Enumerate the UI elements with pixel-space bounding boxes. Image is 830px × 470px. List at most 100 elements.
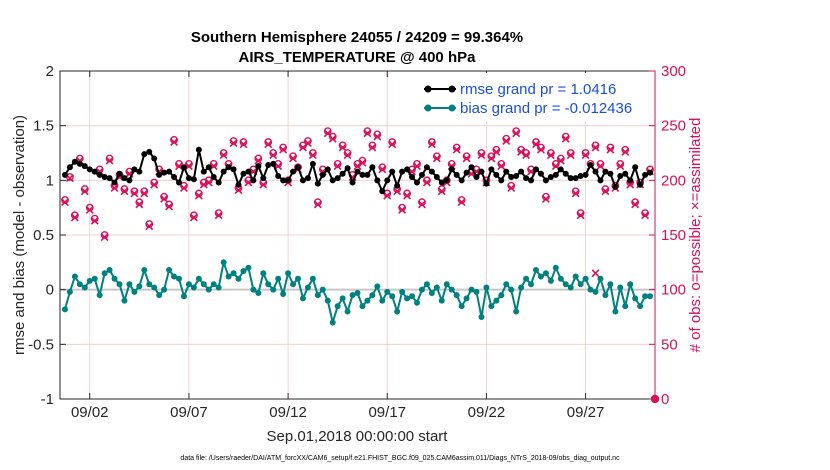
rmse-point <box>116 170 123 177</box>
bias-point <box>493 297 500 304</box>
rmse-point <box>637 181 644 188</box>
obs-assimilated-stroke <box>130 189 139 198</box>
bias-point <box>235 275 242 282</box>
obs-assimilated-marker <box>383 191 392 200</box>
obs-assimilated-stroke <box>566 151 575 160</box>
obs-assimilated-marker <box>576 211 585 220</box>
bias-point <box>146 281 153 288</box>
obs-assimilated-stroke <box>100 233 109 242</box>
bias-point <box>161 286 168 293</box>
obs-assimilated-marker <box>289 154 298 163</box>
rmse-point <box>235 181 242 188</box>
rmse-point <box>374 177 381 184</box>
rmse-point <box>295 164 301 171</box>
obs-assimilated-marker <box>497 162 506 171</box>
obs-assimilated-stroke <box>269 151 278 160</box>
obs-assimilated-marker <box>179 184 188 192</box>
bias-point <box>542 270 549 277</box>
obs-assimilated-marker <box>150 180 159 189</box>
obs-assimilated-marker <box>145 222 154 231</box>
rmse-point <box>146 148 153 155</box>
obs-assimilated-stroke <box>125 169 134 178</box>
obs-assimilated-stroke <box>457 198 466 207</box>
y-tick-left-label: -1 <box>41 391 54 408</box>
obs-assimilated-marker <box>541 194 550 203</box>
bias-point <box>483 284 490 291</box>
data-file-footer: data file: /Users/raeder/DAI/ATM_forcXX/… <box>180 455 620 462</box>
rmse-point <box>493 171 500 178</box>
obs-assimilated-stroke <box>214 211 223 220</box>
bias-point <box>285 270 292 277</box>
rmse-point <box>319 171 326 178</box>
bias-point <box>299 295 306 302</box>
obs-assimilated-marker <box>368 143 377 152</box>
bias-point <box>270 286 277 293</box>
bias-point <box>637 303 644 310</box>
bias-point <box>364 297 371 304</box>
rmse-point <box>547 174 554 181</box>
obs-assimilated-stroke <box>289 154 298 163</box>
rmse-point <box>61 171 68 178</box>
rmse-point <box>533 166 539 173</box>
obs-assimilated-stroke <box>170 138 179 147</box>
bias-point <box>468 286 475 293</box>
rmse-point <box>483 180 490 187</box>
rmse-point <box>101 174 108 181</box>
obs-assimilated-marker <box>259 180 268 189</box>
bias-point <box>433 284 440 291</box>
x-tick-label: 09/12 <box>269 404 307 421</box>
bias-point <box>453 292 460 299</box>
obs-assimilated-stroke <box>368 143 377 152</box>
obs-assimilated-marker <box>403 191 412 200</box>
bias-point <box>607 281 614 288</box>
bias-point <box>309 275 316 282</box>
bias-point <box>617 284 624 291</box>
obs-assimilated-stroke <box>427 140 436 149</box>
obs-assimilated-stroke <box>194 191 203 200</box>
rmse-point <box>245 168 252 175</box>
rmse-point <box>81 163 88 170</box>
bias-point <box>334 303 341 310</box>
bias-series <box>61 258 654 327</box>
obs-assimilated-stroke <box>110 184 119 192</box>
rmse-point <box>478 168 485 175</box>
obs-assimilated-stroke <box>422 178 431 187</box>
rmse-point <box>275 172 282 179</box>
rmse-point <box>255 163 262 170</box>
bias-point <box>166 266 173 273</box>
obs-assimilated-marker <box>189 213 198 222</box>
obs-assimilated-stroke <box>383 191 392 200</box>
obs-assimilated-stroke <box>363 129 372 138</box>
obs-assimilated-marker <box>239 140 248 149</box>
obs-assimilated-stroke <box>417 200 426 209</box>
bias-point <box>111 275 118 282</box>
rmse-point <box>290 168 297 175</box>
rmse-point <box>329 177 336 184</box>
obs-assimilated-marker <box>393 187 402 196</box>
obs-assimilated-stroke <box>313 200 322 209</box>
obs-assimilated-stroke <box>343 151 352 160</box>
bias-point <box>255 289 262 296</box>
rmse-point <box>151 155 158 162</box>
obs-assimilated-stroke <box>189 213 198 222</box>
obs-assimilated-marker <box>492 147 501 156</box>
bias-point <box>389 293 396 300</box>
bias-point <box>379 297 386 304</box>
obs-assimilated-stroke <box>378 165 387 174</box>
obs-assimilated-marker <box>457 198 466 207</box>
bias-point <box>418 286 425 293</box>
bias-point <box>503 281 510 288</box>
bias-point <box>562 281 569 288</box>
bias-point <box>245 264 252 271</box>
bias-point <box>190 284 197 291</box>
rmse-point <box>205 164 212 171</box>
obs-assimilated-stroke <box>452 145 461 154</box>
rmse-point <box>438 179 445 186</box>
obs-assimilated-marker <box>160 194 169 203</box>
rmse-point <box>166 168 173 175</box>
bias-point <box>126 281 133 288</box>
obs-assimilated-marker <box>308 151 317 160</box>
obs-assimilated-stroke <box>546 151 555 160</box>
bias-point <box>528 281 535 288</box>
bias-point <box>260 270 267 277</box>
